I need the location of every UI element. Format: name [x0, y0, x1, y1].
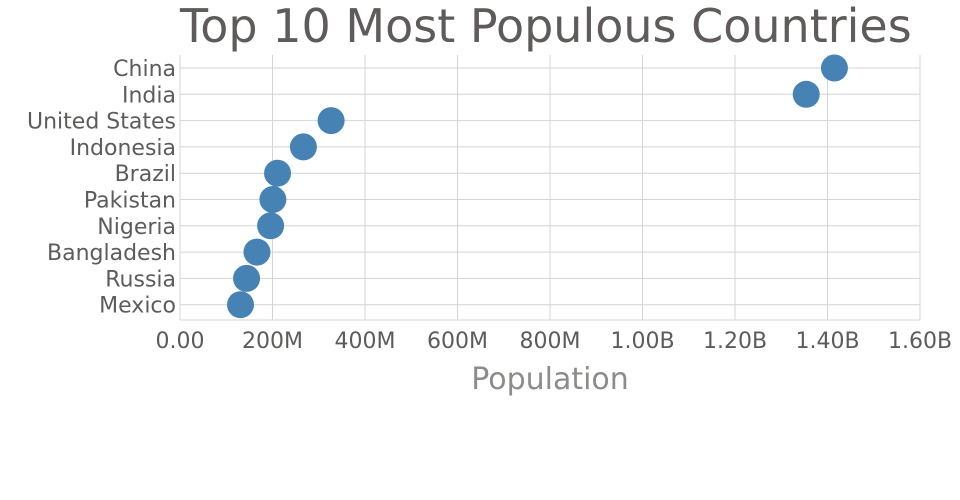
y-tick-label-pakistan: Pakistan: [84, 189, 176, 214]
x-tick-label: 1.00B: [610, 329, 674, 354]
x-tick-label: 400M: [335, 329, 396, 354]
x-tick-label: 200M: [242, 329, 303, 354]
data-point-india[interactable]: [792, 80, 820, 108]
y-tick-label-nigeria: Nigeria: [97, 215, 176, 240]
x-tick-label: 1.60B: [888, 329, 952, 354]
chart-title: Top 10 Most Populous Countries: [179, 0, 912, 53]
y-tick-label-brazil: Brazil: [115, 162, 176, 187]
data-point-russia[interactable]: [233, 264, 261, 292]
y-tick-label-mexico: Mexico: [99, 294, 176, 319]
grid-layer: [179, 55, 921, 320]
x-axis-title: Population: [471, 362, 629, 397]
data-point-bangladesh[interactable]: [243, 238, 271, 266]
data-point-china[interactable]: [820, 54, 848, 82]
y-tick-label-russia: Russia: [105, 267, 176, 292]
data-point-mexico[interactable]: [226, 291, 254, 319]
data-point-united-states[interactable]: [317, 107, 345, 135]
data-point-brazil[interactable]: [264, 159, 292, 187]
data-points: [226, 54, 848, 319]
y-tick-label-bangladesh: Bangladesh: [47, 241, 176, 266]
axis-layer: [179, 55, 920, 321]
y-tick-label-china: China: [113, 57, 176, 82]
y-tick-label-indonesia: Indonesia: [70, 136, 176, 161]
x-tick-label: 0.00: [156, 329, 205, 354]
y-tick-label-united-states: United States: [27, 110, 176, 135]
x-tick-label: 600M: [427, 329, 488, 354]
x-tick-label: 800M: [520, 329, 581, 354]
data-point-indonesia[interactable]: [289, 133, 317, 161]
x-tick-label: 1.40B: [795, 329, 859, 354]
x-tick-label: 1.20B: [703, 329, 767, 354]
data-point-nigeria[interactable]: [257, 212, 285, 240]
x-tick-labels: 0.00 200M 400M 600M 800M 1.00B 1.20B 1.40B 1.60B: [156, 329, 953, 354]
data-point-pakistan[interactable]: [259, 186, 287, 213]
y-tick-label-india: India: [122, 83, 176, 108]
